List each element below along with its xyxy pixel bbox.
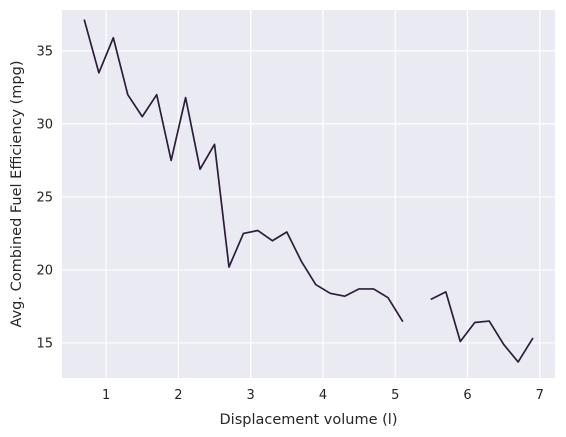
y-tick-label: 20 (36, 263, 53, 278)
y-tick-label: 35 (36, 44, 53, 59)
x-tick-label: 1 (102, 388, 110, 403)
y-tick-label: 15 (36, 336, 53, 351)
y-axis-label: Avg. Combined Fuel Efficiency (mpg) (9, 61, 25, 328)
x-tick-label: 7 (536, 388, 544, 403)
y-tick-label: 30 (36, 117, 53, 132)
plot-area (62, 10, 555, 378)
x-tick-label: 6 (463, 388, 471, 403)
y-tick-labels: 15 20 25 30 35 (36, 44, 53, 351)
series-lines (83, 19, 534, 363)
x-tick-labels: 1 2 3 4 5 6 7 (102, 388, 544, 403)
x-tick-label: 2 (174, 388, 182, 403)
x-tick-label: 4 (319, 388, 327, 403)
y-tick-label: 25 (36, 190, 53, 205)
x-tick-label: 5 (391, 388, 399, 403)
x-axis-label: Displacement volume (l) (220, 412, 398, 428)
series-line-segment (430, 290, 534, 363)
grid-lines (62, 10, 555, 378)
x-tick-label: 3 (247, 388, 255, 403)
series-line-segment (83, 19, 404, 322)
